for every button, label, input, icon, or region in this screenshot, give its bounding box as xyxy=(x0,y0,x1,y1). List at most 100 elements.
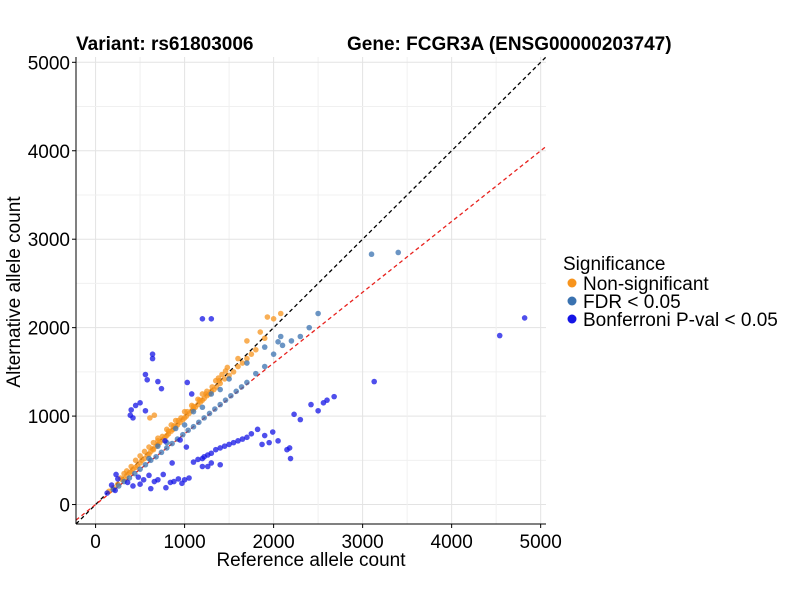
y-tick-label: 4000 xyxy=(28,142,70,163)
data-point-fdr xyxy=(201,415,207,421)
data-point-fdr xyxy=(206,410,213,417)
data-point-bonferroni xyxy=(149,355,156,362)
data-point-non-significant xyxy=(203,391,209,397)
data-point-bonferroni xyxy=(181,476,188,483)
reference-line-identity xyxy=(75,56,547,525)
data-point-bonferroni xyxy=(208,460,215,466)
data-point-bonferroni xyxy=(144,377,151,383)
legend-entry-bonferroni: Bonferroni P-val < 0.05 xyxy=(567,310,778,331)
data-point-bonferroni xyxy=(254,426,261,433)
data-point-bonferroni xyxy=(275,438,281,444)
data-point-non-significant xyxy=(209,384,215,390)
legend-swatch-bonferroni xyxy=(567,314,577,324)
data-point-fdr xyxy=(315,310,321,317)
data-point-non-significant xyxy=(121,470,127,477)
data-point-fdr xyxy=(163,445,170,451)
data-point-fdr xyxy=(196,419,202,426)
data-point-non-significant xyxy=(248,351,255,357)
data-point-bonferroni xyxy=(217,461,224,468)
data-point-bonferroni xyxy=(175,476,182,482)
data-point-fdr xyxy=(275,338,281,345)
data-point-fdr xyxy=(222,397,229,403)
data-points xyxy=(104,249,528,496)
data-point-fdr xyxy=(131,470,138,477)
data-point-fdr xyxy=(277,333,284,340)
data-point-bonferroni xyxy=(147,485,154,492)
legend-entry-fdr: FDR < 0.05 xyxy=(567,292,681,313)
data-point-bonferroni xyxy=(140,476,147,483)
data-point-bonferroni xyxy=(163,484,169,491)
data-point-bonferroni xyxy=(169,460,175,466)
data-point-fdr xyxy=(190,408,197,415)
data-point-non-significant xyxy=(244,355,250,362)
data-point-fdr xyxy=(288,338,295,344)
data-point-non-significant xyxy=(257,329,264,335)
data-point-fdr xyxy=(238,384,245,390)
data-point-non-significant xyxy=(219,371,225,378)
data-point-non-significant xyxy=(132,457,139,464)
data-point-bonferroni xyxy=(308,401,314,408)
data-point-bonferroni xyxy=(124,479,131,486)
data-point-fdr xyxy=(208,391,215,397)
y-tick-label: 1000 xyxy=(28,407,70,428)
data-point-bonferroni xyxy=(128,407,134,413)
y-axis-title: Alternative allele count xyxy=(4,196,25,388)
data-point-non-significant xyxy=(147,415,153,421)
data-point-fdr xyxy=(253,370,259,377)
data-point-non-significant xyxy=(264,314,271,320)
data-point-bonferroni xyxy=(177,437,183,443)
data-point-bonferroni xyxy=(297,416,304,423)
legend-title: Significance xyxy=(563,254,665,275)
data-point-non-significant xyxy=(216,377,223,384)
data-point-fdr xyxy=(228,392,234,399)
data-point-bonferroni xyxy=(199,463,206,470)
data-point-bonferroni xyxy=(217,445,224,451)
data-point-bonferroni xyxy=(199,316,206,322)
data-point-non-significant xyxy=(230,369,237,375)
data-point-bonferroni xyxy=(190,459,197,465)
data-point-bonferroni xyxy=(146,472,152,479)
data-point-bonferroni xyxy=(142,407,149,414)
data-point-non-significant xyxy=(190,403,197,410)
data-point-bonferroni xyxy=(130,415,136,421)
data-point-bonferroni xyxy=(132,402,139,409)
data-point-bonferroni xyxy=(135,474,142,480)
data-point-fdr xyxy=(368,251,375,258)
data-point-fdr xyxy=(297,333,304,340)
data-point-fdr xyxy=(146,455,152,462)
data-point-bonferroni xyxy=(137,481,143,487)
data-point-non-significant xyxy=(277,310,284,317)
data-point-fdr xyxy=(181,422,188,428)
x-axis-ticks: 0 1000 2000 3000 4000 5000 xyxy=(90,524,562,553)
data-point-fdr xyxy=(217,386,224,393)
data-point-fdr xyxy=(158,449,165,456)
data-point-bonferroni xyxy=(137,400,143,406)
data-point-fdr xyxy=(306,324,313,331)
data-point-fdr xyxy=(226,376,232,382)
data-point-non-significant xyxy=(253,346,259,353)
data-point-non-significant xyxy=(155,438,161,444)
data-point-bonferroni xyxy=(115,476,121,482)
data-point-bonferroni xyxy=(204,463,211,470)
data-point-bonferroni xyxy=(248,430,255,437)
data-point-bonferroni xyxy=(496,332,503,339)
data-point-fdr xyxy=(190,423,197,430)
data-point-non-significant xyxy=(196,397,203,403)
data-point-fdr xyxy=(279,342,286,349)
x-tick-label: 4000 xyxy=(431,532,473,553)
data-point-bonferroni xyxy=(208,450,215,457)
y-tick-label: 3000 xyxy=(28,230,70,251)
y-axis-ticks: 0 1000 2000 3000 4000 5000 xyxy=(28,53,76,517)
data-point-fdr xyxy=(270,351,277,357)
data-point-bonferroni xyxy=(113,471,119,478)
data-point-non-significant xyxy=(141,448,148,455)
x-tick-label: 3000 xyxy=(341,532,383,553)
data-point-fdr xyxy=(185,427,191,434)
legend-swatch-fdr xyxy=(567,296,577,306)
legend-label-bonferroni: Bonferroni P-val < 0.05 xyxy=(583,310,778,331)
legend-label-non-significant: Non-significant xyxy=(583,274,709,295)
data-point-fdr xyxy=(155,443,161,449)
data-point-non-significant xyxy=(149,446,156,452)
data-point-fdr xyxy=(217,401,224,408)
